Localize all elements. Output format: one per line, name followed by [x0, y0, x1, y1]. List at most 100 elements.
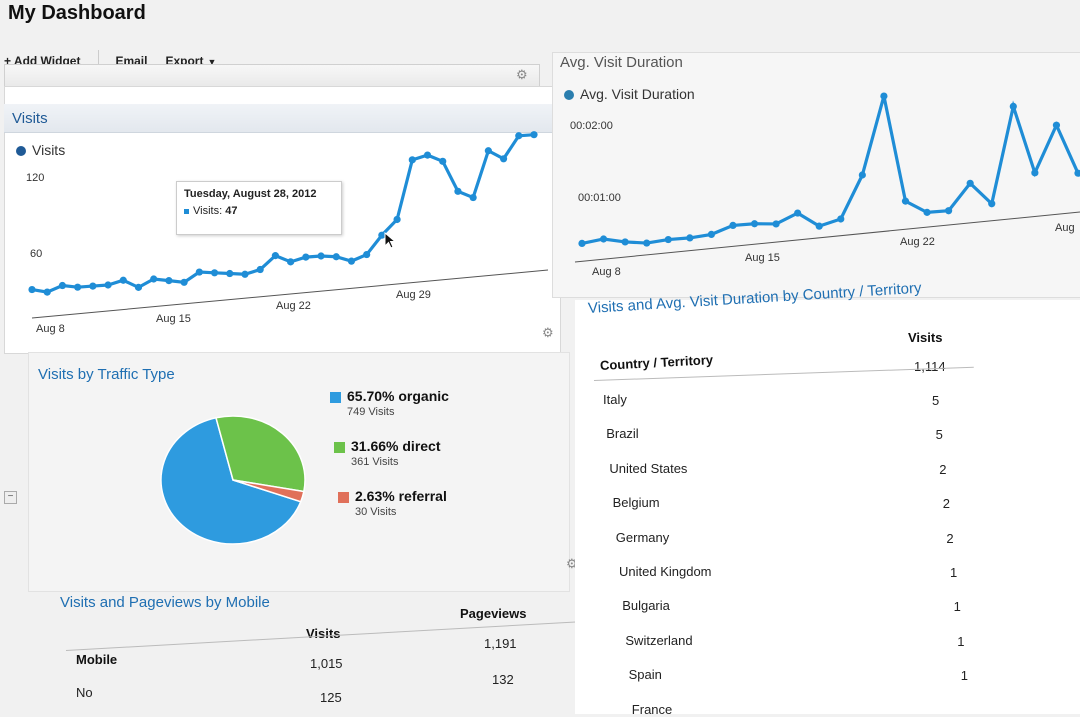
- visits-title-bar: [4, 104, 559, 133]
- visits-data-point: [530, 131, 538, 139]
- pie-slice-referral: [232, 479, 305, 503]
- visits-data-point: [423, 151, 432, 159]
- country-name[interactable]: Spain: [628, 667, 662, 683]
- visits-data-point: [195, 268, 203, 276]
- mobile-row-visits: 125: [320, 690, 342, 705]
- country-name[interactable]: Italy: [603, 392, 627, 407]
- visits-data-point: [469, 193, 477, 202]
- x-tick-label: Aug 22: [276, 300, 311, 312]
- gear-icon[interactable]: ⚙: [516, 67, 528, 82]
- legend-dot-icon: [564, 90, 574, 101]
- duration-data-point: [945, 207, 953, 215]
- col-header-mobile[interactable]: Mobile: [76, 652, 118, 667]
- country-widget: [575, 300, 1080, 714]
- visits-data-point: [89, 282, 97, 290]
- country-name[interactable]: Brazil: [606, 426, 639, 442]
- visits-data-point: [210, 269, 219, 277]
- country-visits: 1: [960, 668, 969, 684]
- total-pageviews: 1,191: [484, 636, 517, 651]
- collapse-icon[interactable]: −: [4, 491, 17, 504]
- country-name[interactable]: France: [631, 701, 673, 717]
- country-visits: 2: [942, 496, 951, 512]
- duration-data-point: [578, 239, 586, 247]
- x-tick-label: Aug 15: [156, 313, 191, 325]
- visits-series-line: [31, 133, 535, 294]
- country-name[interactable]: United Kingdom: [619, 564, 712, 579]
- duration-data-point: [901, 197, 910, 205]
- pie-legend-pct: 65.70% organic: [347, 388, 449, 404]
- country-name[interactable]: Bulgaria: [622, 598, 670, 614]
- tooltip-date: Tuesday, August 28, 2012: [184, 188, 317, 200]
- y-tick-label: 120: [26, 172, 45, 184]
- pie-legend-direct: 31.66% direct 361 Visits: [334, 438, 441, 468]
- col-header-pageviews[interactable]: Pageviews: [460, 606, 527, 621]
- gear-icon[interactable]: ⚙: [542, 325, 554, 340]
- avg-duration-legend-label: Avg. Visit Duration: [580, 86, 695, 102]
- gear-icon[interactable]: ⚙: [566, 556, 578, 571]
- visits-data-point: [287, 258, 295, 266]
- visits-data-point: [408, 156, 416, 164]
- country-name[interactable]: Belgium: [612, 495, 660, 511]
- country-visits: 2: [946, 530, 954, 546]
- pie-slice-organic: [160, 416, 302, 545]
- country-name[interactable]: Germany: [615, 529, 670, 545]
- pie-legend-referral: 2.63% referral 30 Visits: [338, 488, 447, 518]
- duration-data-point: [1052, 121, 1061, 129]
- pie-legend-visits: 30 Visits: [355, 506, 397, 518]
- visits-data-point: [515, 132, 523, 140]
- tooltip-label: Visits:: [193, 205, 223, 217]
- country-total-visits: 1,114: [914, 359, 946, 374]
- country-name[interactable]: Switzerland: [625, 632, 693, 648]
- chart-tooltip: Tuesday, August 28, 2012 Visits: 47: [176, 181, 342, 235]
- x-tick-label: Aug 29: [396, 289, 431, 301]
- visits-data-point: [119, 276, 127, 284]
- visits-data-point: [104, 281, 112, 289]
- duration-data-point: [772, 220, 780, 228]
- series-square-icon: [184, 208, 189, 214]
- duration-data-point: [643, 239, 651, 247]
- visits-data-point: [74, 283, 82, 291]
- color-swatch-icon: [338, 491, 349, 503]
- pie-legend-pct: 31.66% direct: [351, 438, 441, 454]
- y-tick-label: 00:02:00: [570, 120, 613, 132]
- pie-legend-pct: 2.63% referral: [355, 488, 447, 504]
- visits-data-point: [378, 231, 386, 239]
- duration-data-point: [1074, 169, 1080, 177]
- legend-dot-icon: [16, 146, 26, 157]
- visits-data-point: [241, 270, 249, 278]
- visits-data-point: [439, 157, 447, 165]
- country-name[interactable]: United States: [609, 460, 688, 476]
- visits-data-point: [134, 283, 143, 291]
- duration-data-point: [794, 209, 802, 217]
- col-header-visits[interactable]: Visits: [306, 626, 341, 641]
- x-tick-label: Aug: [1055, 222, 1075, 234]
- tooltip-row: Visits: 47: [184, 205, 334, 217]
- mobile-row-label[interactable]: No: [76, 685, 93, 700]
- visits-data-point: [347, 257, 356, 265]
- visits-data-point: [271, 252, 279, 260]
- traffic-pie-chart[interactable]: [150, 398, 320, 558]
- visits-data-point: [226, 269, 234, 278]
- y-tick-label: 00:01:00: [578, 192, 621, 204]
- country-visits: 5: [932, 393, 940, 408]
- duration-data-point: [880, 92, 888, 100]
- x-tick-label: Aug 8: [36, 323, 65, 335]
- duration-series-line: [581, 95, 1080, 245]
- toolbar-divider: [98, 50, 100, 72]
- visits-data-point: [484, 147, 492, 155]
- duration-data-point: [837, 215, 845, 223]
- chevron-down-icon: ▼: [207, 57, 217, 67]
- avg-duration-widget: [552, 52, 1080, 298]
- visits-legend-label: Visits: [32, 142, 66, 158]
- tooltip-value: 47: [225, 205, 238, 217]
- col-header-visits[interactable]: Visits: [908, 330, 943, 345]
- avg-duration-legend: Avg. Visit Duration: [564, 86, 695, 102]
- visits-data-point: [363, 250, 371, 259]
- visits-line-chart[interactable]: [0, 0, 560, 350]
- x-tick-label: Aug 8: [592, 266, 621, 278]
- avg-duration-line-chart[interactable]: [540, 0, 1080, 300]
- duration-data-point: [988, 200, 996, 208]
- visits-data-point: [43, 288, 51, 296]
- country-visits: 5: [935, 427, 943, 443]
- country-visits: 1: [957, 633, 965, 649]
